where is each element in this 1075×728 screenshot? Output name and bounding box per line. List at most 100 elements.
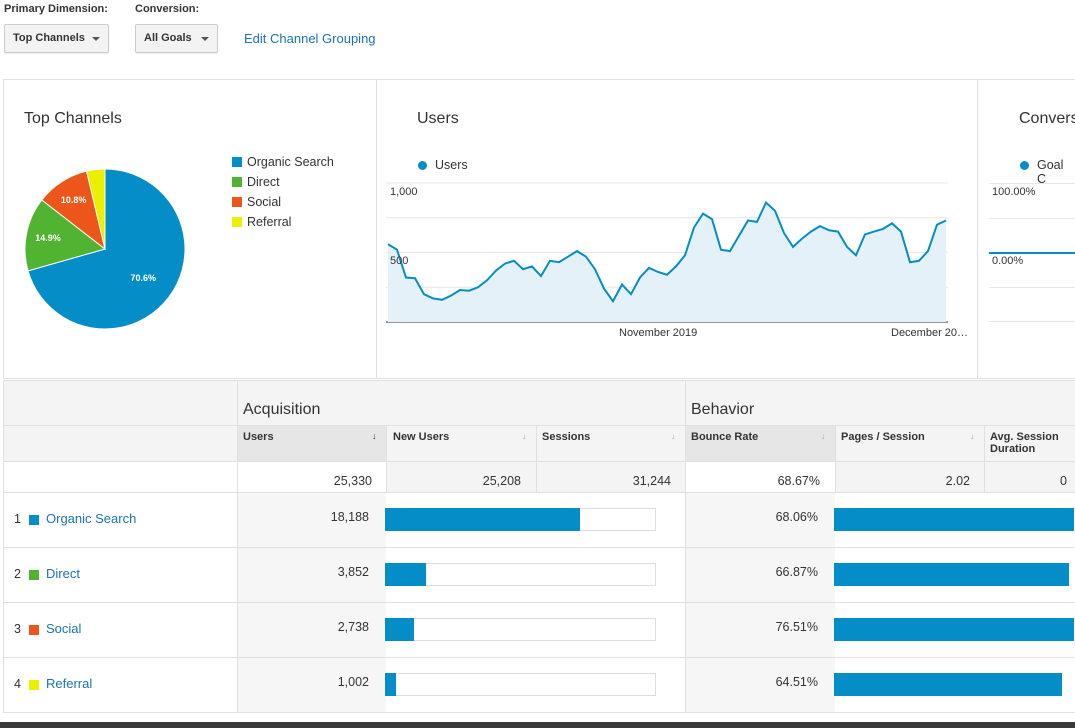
new-users-bar-track	[385, 673, 656, 696]
pie-slice	[27, 168, 186, 330]
row-bounce-rate: 64.51%	[775, 675, 818, 689]
row-index: 3	[14, 622, 21, 636]
legend-swatch	[232, 217, 242, 227]
legend-social: Social	[247, 195, 282, 209]
conversion-value: All Goals	[144, 32, 192, 44]
primary-dimension-dropdown[interactable]: Top Channels	[4, 24, 109, 53]
pie-title: Top Channels	[24, 110, 122, 127]
row-bounce-rate: 76.51%	[775, 620, 818, 634]
pie-slice-label: 14.9%	[35, 233, 61, 243]
conversion-dropdown[interactable]: All Goals	[135, 24, 218, 53]
new-users-bar	[385, 563, 427, 586]
row-channel-link[interactable]: Social	[46, 621, 82, 636]
row-color-swatch	[29, 625, 39, 635]
primary-dimension-value: Top Channels	[13, 32, 85, 44]
total-bounce-rate: 68.67%	[777, 474, 820, 488]
legend-dot	[1020, 161, 1029, 170]
legend-dot	[418, 161, 427, 170]
sort-icon[interactable]: ↓	[522, 431, 527, 441]
grid-line	[989, 218, 1075, 219]
grid-line	[989, 183, 1075, 184]
row-divider	[3, 657, 1075, 658]
y-tick-label: 1,000	[390, 186, 418, 198]
header-bounce-rate[interactable]: Bounce Rate	[691, 431, 759, 443]
users-line-chart	[386, 182, 948, 323]
header-sessions[interactable]: Sessions	[542, 431, 591, 443]
row-channel-link[interactable]: Organic Search	[46, 511, 137, 526]
header-new-users[interactable]: New Users	[393, 431, 450, 443]
pages-session-bar	[834, 618, 1074, 641]
row-divider	[3, 425, 1075, 426]
users-line	[387, 200, 947, 304]
col-divider	[237, 380, 238, 713]
total-sessions: 31,244	[632, 474, 671, 488]
users-area	[388, 202, 946, 322]
grid-line	[989, 321, 1075, 322]
group-acquisition: Acquisition	[243, 401, 321, 418]
total-users: 25,330	[333, 474, 372, 488]
pages-session-bar	[834, 508, 1074, 531]
legend-organic-search: Organic Search	[247, 155, 334, 169]
pie-slice-label: 10.8%	[61, 195, 87, 205]
legend-swatch	[232, 177, 242, 187]
x-tick-label: November 2019	[619, 327, 698, 339]
pie-chart: 70.6% 14.9% 10.8%	[24, 168, 186, 330]
legend-swatch	[232, 157, 242, 167]
row-divider	[3, 602, 1075, 603]
users-legend: Users	[435, 158, 468, 172]
y-tick-label: 0.00%	[992, 255, 1024, 267]
header-avg-session-duration-line2: Duration	[990, 443, 1036, 455]
header-pages-session[interactable]: Pages / Session	[841, 431, 925, 443]
primary-dimension-label: Primary Dimension:	[4, 3, 108, 15]
pie-slice-label: 70.6%	[131, 273, 157, 283]
bottom-bar	[0, 722, 1075, 728]
sort-icon[interactable]: ↓	[821, 431, 826, 441]
row-divider	[3, 547, 1075, 548]
header-sorted-bg	[237, 425, 386, 461]
row-divider	[3, 712, 1075, 713]
table-header-bg	[3, 380, 1075, 461]
legend-referral: Referral	[247, 215, 292, 229]
col-divider	[984, 425, 985, 492]
pie-slice	[85, 168, 106, 250]
x-tick-label: December 20…	[891, 327, 969, 339]
col-divider	[835, 425, 836, 492]
totals-bg	[836, 462, 1075, 493]
sort-desc-icon[interactable]: ↓	[372, 431, 377, 441]
row-channel-link[interactable]: Referral	[46, 676, 93, 691]
row-bounce-rate: 66.87%	[775, 565, 818, 579]
total-avg-session-duration: 0	[1060, 474, 1067, 488]
row-index: 2	[14, 567, 21, 581]
y-tick-label: 500	[390, 255, 409, 267]
row-users: 18,188	[330, 510, 369, 524]
conversion-label: Conversion:	[135, 3, 200, 15]
users-title: Users	[417, 110, 459, 127]
column-bounce-bg	[686, 493, 835, 713]
legend-direct: Direct	[247, 175, 280, 189]
edit-channel-grouping-link[interactable]: Edit Channel Grouping	[244, 31, 376, 46]
pages-session-bar	[834, 563, 1070, 586]
row-users: 3,852	[337, 565, 369, 579]
new-users-bar	[385, 618, 414, 641]
total-new-users: 25,208	[482, 474, 521, 488]
header-avg-session-duration[interactable]: Avg. Session	[990, 431, 1059, 443]
row-color-swatch	[29, 515, 39, 525]
row-users: 2,738	[337, 620, 369, 634]
y-tick-label: 100.00%	[992, 186, 1036, 198]
row-channel-link[interactable]: Direct	[46, 566, 80, 581]
sort-icon[interactable]: ↓	[970, 431, 975, 441]
new-users-bar	[385, 673, 397, 696]
header-sorted-bg	[686, 425, 835, 461]
row-index: 4	[14, 677, 21, 691]
row-color-swatch	[29, 680, 39, 690]
pages-session-bar	[834, 673, 1062, 696]
sort-icon[interactable]: ↓	[671, 431, 676, 441]
header-users[interactable]: Users	[243, 431, 274, 443]
row-bounce-rate: 68.06%	[775, 510, 818, 524]
row-divider	[3, 380, 1075, 381]
row-users: 1,002	[337, 675, 369, 689]
group-behavior: Behavior	[691, 401, 755, 418]
panel-divider	[977, 80, 978, 378]
new-users-bar-track	[385, 618, 656, 641]
row-index: 1	[14, 512, 21, 526]
